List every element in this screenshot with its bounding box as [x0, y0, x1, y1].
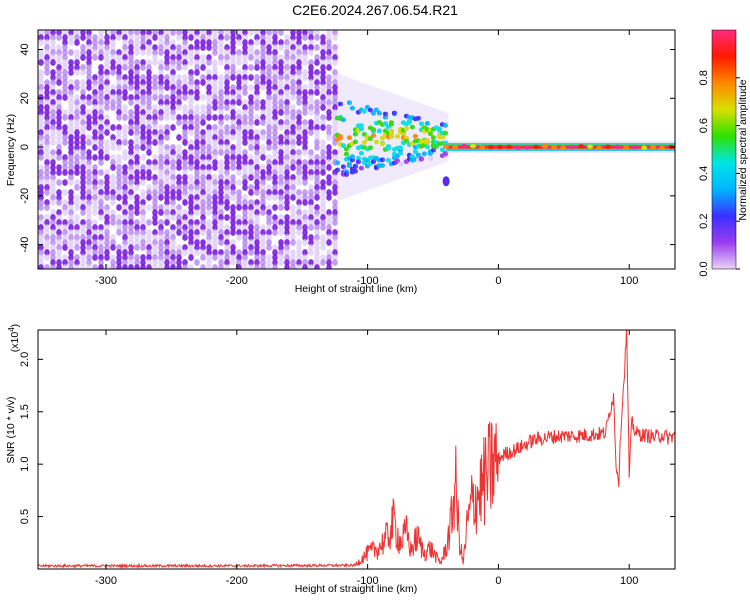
- y-tick-label: -40: [19, 237, 31, 253]
- heatmap-region-signal-steady: [443, 141, 675, 154]
- snr-ylabel: SNR (10 * v/v): [5, 396, 17, 463]
- y-tick-label: 1.0: [19, 457, 31, 472]
- y-tick-label: 0: [19, 144, 31, 150]
- colorbar-tick-label: 0.6: [698, 118, 710, 133]
- colorbar-ticks: 0.0 0.2 0.4 0.6 0.8: [698, 70, 740, 277]
- colorbar-tick-label: 0.0: [698, 261, 710, 276]
- chart-title: C2E6.2024.267.06.54.R21: [292, 2, 458, 18]
- heatmap-region-isolated-blob: [442, 176, 450, 187]
- x-tick-label: 0: [495, 275, 501, 287]
- x-tick-label: -100: [357, 575, 379, 587]
- snr-panel: -300 -200 -100 0 100 0.5 1.0 1.5 2.0 Height of s…: [5, 324, 676, 595]
- heatmap-region-noise: [38, 30, 338, 269]
- colorbar-tick-label: 0.2: [698, 214, 710, 229]
- x-tick-label: -100: [357, 275, 379, 287]
- heatmap-region-signal-onset: [334, 74, 449, 201]
- snr-frame: [37, 329, 676, 570]
- y-tick-label: 20: [19, 92, 31, 104]
- colorbar-tick-label: 0.8: [698, 70, 710, 85]
- y-tick-label: 40: [19, 43, 31, 55]
- colorbar-gradient: [711, 29, 737, 270]
- y-tick-label: 1.5: [19, 404, 31, 419]
- snr-multiplier: (x104): [7, 324, 21, 352]
- snr-series-line: [38, 330, 675, 569]
- spectrogram-ylabel: Frequency (Hz): [5, 114, 17, 186]
- spectrogram-marks: [38, 30, 675, 269]
- x-tick-label: 100: [620, 575, 638, 587]
- spectrogram-xlabel: Height of straight line (km): [295, 283, 418, 295]
- colorbar: 0.0 0.2 0.4 0.6 0.8 Normalized spectral ampl…: [698, 29, 749, 277]
- x-tick-label: -200: [226, 575, 248, 587]
- x-tick-label: 100: [620, 275, 638, 287]
- y-tick-label: 2.0: [19, 352, 31, 367]
- snr-ticks: -300 -200 -100 0 100 0.5 1.0 1.5 2.0: [19, 330, 675, 587]
- x-tick-label: -300: [95, 275, 117, 287]
- snr-marks: [38, 330, 675, 569]
- y-tick-label: 0.5: [19, 509, 31, 524]
- snr-xlabel: Height of straight line (km): [295, 583, 418, 595]
- colorbar-label: Normalized spectral amplitude: [737, 79, 749, 220]
- x-tick-label: -200: [226, 275, 248, 287]
- spectrogram-frame: [37, 29, 676, 270]
- colorbar-tick-label: 0.4: [698, 166, 710, 181]
- x-tick-label: 0: [495, 575, 501, 587]
- y-tick-label: -20: [19, 188, 31, 204]
- x-tick-label: -300: [95, 575, 117, 587]
